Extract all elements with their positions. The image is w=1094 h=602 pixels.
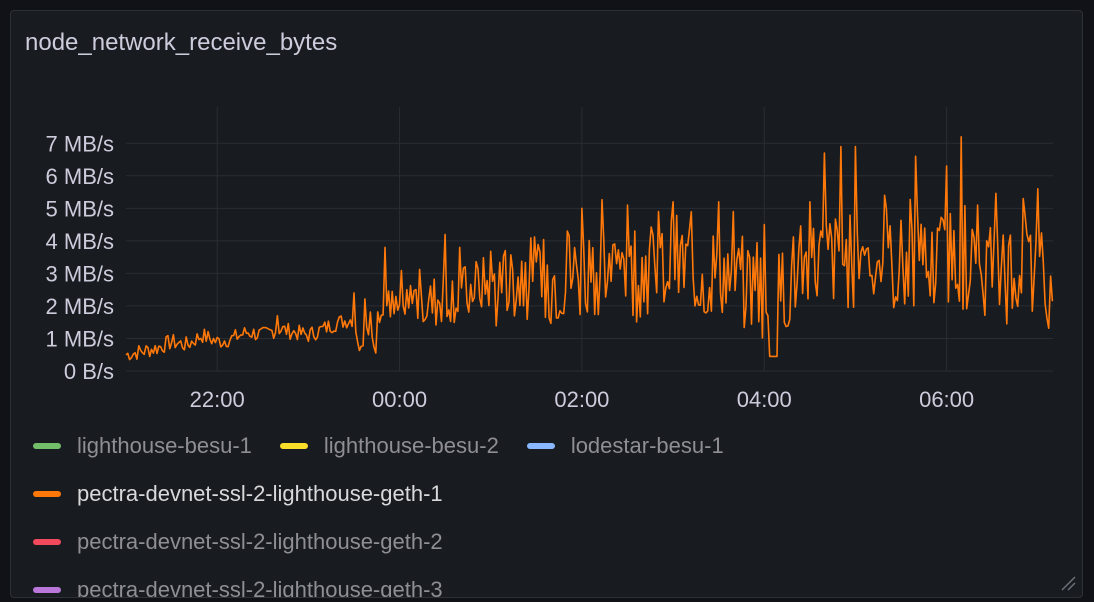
legend-item-lighthouse-geth-3[interactable]: pectra-devnet-ssl-2-lighthouse-geth-3	[33, 577, 443, 598]
legend-swatch	[33, 539, 61, 545]
y-tick-label: 2 MB/s	[46, 294, 114, 319]
legend-label: pectra-devnet-ssl-2-lighthouse-geth-3	[77, 577, 443, 598]
legend-item-lighthouse-besu-1[interactable]: lighthouse-besu-1	[33, 433, 252, 459]
y-tick-label: 0 B/s	[64, 359, 114, 384]
legend-swatch	[279, 443, 308, 449]
y-tick-label: 4 MB/s	[46, 229, 114, 254]
y-tick-label: 3 MB/s	[46, 261, 114, 286]
x-tick-label: 06:00	[919, 387, 974, 412]
legend-row-4: pectra-devnet-ssl-2-lighthouse-geth-3	[33, 577, 443, 598]
y-axis: 0 B/s 1 MB/s 2 MB/s 3 MB/s 4 MB/s 5 MB/s 6 MB/…	[46, 131, 114, 384]
legend-row-3: pectra-devnet-ssl-2-lighthouse-geth-2	[33, 529, 443, 555]
x-tick-label: 04:00	[737, 387, 792, 412]
legend-label: lighthouse-besu-2	[323, 433, 499, 458]
legend-label: lodestar-besu-1	[570, 433, 724, 458]
x-tick-label: 02:00	[554, 387, 609, 412]
x-tick-label: 00:00	[372, 387, 427, 412]
series-line-geth-1	[125, 136, 1054, 361]
y-tick-label: 5 MB/s	[46, 196, 114, 221]
legend-swatch	[526, 443, 555, 449]
legend-item-lighthouse-geth-1[interactable]: pectra-devnet-ssl-2-lighthouse-geth-1	[33, 481, 443, 507]
x-axis: 22:00 00:00 02:00 04:00 06:00	[190, 387, 975, 412]
legend-label: pectra-devnet-ssl-2-lighthouse-geth-1	[77, 481, 443, 506]
legend-item-lighthouse-besu-2[interactable]: lighthouse-besu-2	[279, 433, 499, 459]
legend-row-1: lighthouse-besu-1 lighthouse-besu-2 lode…	[33, 433, 724, 459]
legend-label: pectra-devnet-ssl-2-lighthouse-geth-2	[77, 529, 443, 554]
legend-row-2: pectra-devnet-ssl-2-lighthouse-geth-1	[33, 481, 443, 507]
legend-item-lighthouse-geth-2[interactable]: pectra-devnet-ssl-2-lighthouse-geth-2	[33, 529, 443, 555]
legend-swatch	[33, 491, 61, 497]
series-layer	[125, 136, 1054, 361]
legend-item-lodestar-besu-1[interactable]: lodestar-besu-1	[526, 433, 724, 459]
panel-title: node_network_receive_bytes	[25, 29, 338, 56]
y-tick-label: 1 MB/s	[46, 326, 114, 351]
x-tick-label: 22:00	[190, 387, 245, 412]
chart-panel: node_network_receive_bytes 0 B/s 1 MB/s 2 …	[10, 10, 1083, 598]
legend-label: lighthouse-besu-1	[77, 433, 252, 458]
y-tick-label: 6 MB/s	[46, 164, 114, 189]
legend-swatch	[33, 443, 61, 449]
line-chart[interactable]: 0 B/s 1 MB/s 2 MB/s 3 MB/s 4 MB/s 5 MB/s 6 MB/…	[11, 11, 1083, 421]
legend-swatch	[33, 587, 61, 593]
resize-handle-icon[interactable]	[1058, 573, 1076, 591]
y-tick-label: 7 MB/s	[46, 131, 114, 156]
chart-legend: lighthouse-besu-1 lighthouse-besu-2 lode…	[33, 433, 1073, 598]
